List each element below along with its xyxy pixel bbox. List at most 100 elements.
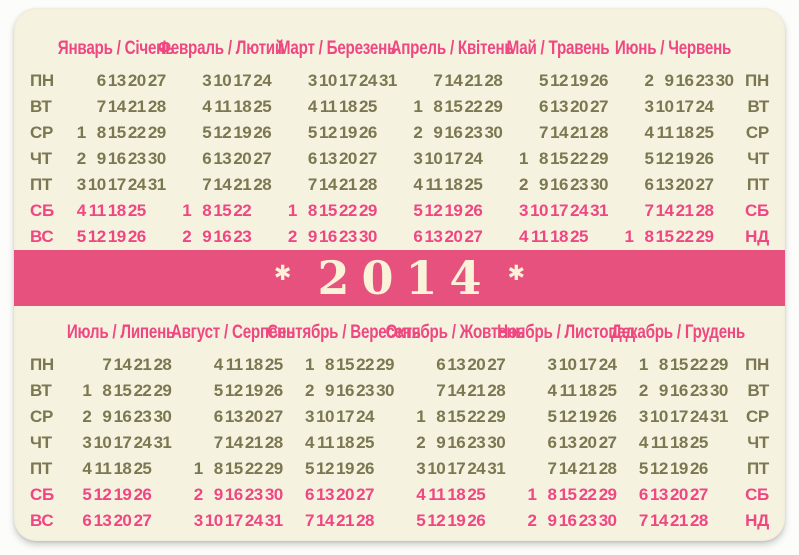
day-number — [277, 172, 297, 198]
day-number: 22 — [338, 201, 357, 220]
day-number: 16 — [444, 123, 463, 142]
day-number: 4 — [307, 97, 317, 116]
day-number: 3 — [304, 407, 314, 426]
day-number: 5 — [644, 149, 654, 168]
day-number: 17 — [338, 71, 357, 90]
day-label-column-right: ПН ВТ СР ЧТ ПТ СБ НД — [739, 318, 769, 534]
day-number — [171, 172, 191, 198]
month-block-bottom-5: Декабрь / Грудень 1 8 15 22 29 2 9 16 23 30 3 10 17 24… — [611, 318, 745, 534]
week-row: 4 11 18 25 — [66, 198, 166, 224]
day-number: 26 — [356, 459, 374, 478]
day-number — [183, 430, 203, 456]
day-number: 6 — [96, 71, 106, 90]
week-row: 4 11 18 25 — [171, 94, 271, 120]
day-number: 5 — [82, 485, 92, 504]
day-number: 3 — [193, 511, 203, 530]
day-number: 12 — [213, 123, 232, 142]
day-number: 14 — [213, 175, 232, 194]
day-label-column-left: ПН ВТ СР ЧТ ПТ СБ ВС — [30, 34, 60, 250]
day-label-top-left-1: ВТ — [30, 97, 52, 116]
day-number: 18 — [447, 485, 466, 504]
day-number: 29 — [376, 355, 394, 374]
day-number: 3 — [82, 433, 92, 452]
day-number — [277, 146, 297, 172]
day-number: 17 — [107, 175, 126, 194]
day-label-bottom-right-0: ПН — [745, 355, 769, 374]
week-row: 1 8 15 22 29 — [405, 404, 505, 430]
day-number — [183, 378, 203, 404]
day-number: 16 — [113, 407, 132, 426]
day-label-top-left-2: СР — [30, 123, 54, 142]
day-number: 14 — [655, 201, 674, 220]
week-row: 7 14 21 28 — [613, 198, 733, 224]
day-number: 29 — [153, 381, 172, 400]
day-number: 12 — [649, 459, 668, 478]
day-number: 19 — [338, 123, 357, 142]
day-number: 30 — [709, 381, 728, 400]
day-number: 20 — [113, 511, 132, 530]
day-number: 2 — [82, 407, 92, 426]
day-number: 8 — [644, 227, 654, 246]
day-number: 26 — [464, 201, 483, 220]
day-number: 16 — [224, 485, 243, 504]
day-number: 17 — [444, 149, 463, 168]
day-number: 3 — [76, 175, 86, 194]
day-number — [66, 68, 86, 94]
day-number: 26 — [467, 511, 486, 530]
day-number: 22 — [464, 97, 483, 116]
day-number: 29 — [487, 407, 506, 426]
day-number: 18 — [107, 201, 126, 220]
day-number: 25 — [356, 433, 374, 452]
day-number: 8 — [547, 485, 557, 504]
day-number — [377, 94, 397, 120]
day-number — [613, 120, 633, 146]
day-number: 21 — [233, 175, 252, 194]
day-number: 3 — [644, 97, 654, 116]
day-number: 19 — [107, 227, 126, 246]
day-number — [66, 94, 86, 120]
day-number: 2 — [518, 175, 528, 194]
month-header-top-5: Июнь / Червень — [615, 38, 732, 59]
day-label-top-right-3: ЧТ — [747, 149, 769, 168]
day-number — [713, 172, 733, 198]
day-number: 21 — [467, 381, 486, 400]
day-number: 28 — [689, 511, 708, 530]
day-number: 21 — [336, 511, 354, 530]
day-number: 2 — [287, 227, 297, 246]
day-number: 22 — [244, 459, 263, 478]
day-label-bottom-right-6: НД — [745, 511, 769, 530]
day-number: 19 — [444, 201, 463, 220]
week-row: 2 9 16 23 — [171, 224, 271, 250]
week-row: 1 8 15 22 29 — [402, 94, 502, 120]
month-block-bottom-0: Июль / Липень 7 14 21 28 1 8 15 22 29 2 9 16 23 30 3 10… — [67, 318, 175, 534]
day-number: 21 — [675, 201, 694, 220]
day-number — [402, 68, 422, 94]
day-number: 27 — [358, 149, 377, 168]
day-number: 18 — [244, 355, 263, 374]
day-number: 18 — [338, 97, 357, 116]
week-row: 2 9 16 23 30 — [294, 378, 394, 404]
day-number: 24 — [695, 97, 714, 116]
week-row: 5 12 19 26 — [277, 120, 397, 146]
day-label-top-left-6: ВС — [30, 227, 54, 246]
day-number: 29 — [264, 459, 283, 478]
day-number: 26 — [127, 227, 146, 246]
day-number: 9 — [202, 227, 212, 246]
day-number: 25 — [689, 433, 708, 452]
day-number — [183, 352, 203, 378]
week-row: 3 10 17 24 — [613, 94, 733, 120]
day-number: 3 — [547, 355, 557, 374]
day-number: 26 — [689, 459, 708, 478]
week-row: 6 13 20 27 — [402, 224, 502, 250]
day-number: 21 — [127, 97, 146, 116]
day-number: 9 — [547, 511, 557, 530]
day-label-top-right-0: ПН — [745, 71, 769, 90]
day-number: 17 — [113, 433, 132, 452]
day-number: 24 — [598, 355, 617, 374]
day-number: 11 — [531, 227, 548, 246]
day-number — [708, 430, 728, 456]
day-number: 13 — [649, 485, 668, 504]
week-row: 7 14 21 28 — [628, 508, 728, 534]
day-number — [516, 430, 536, 456]
